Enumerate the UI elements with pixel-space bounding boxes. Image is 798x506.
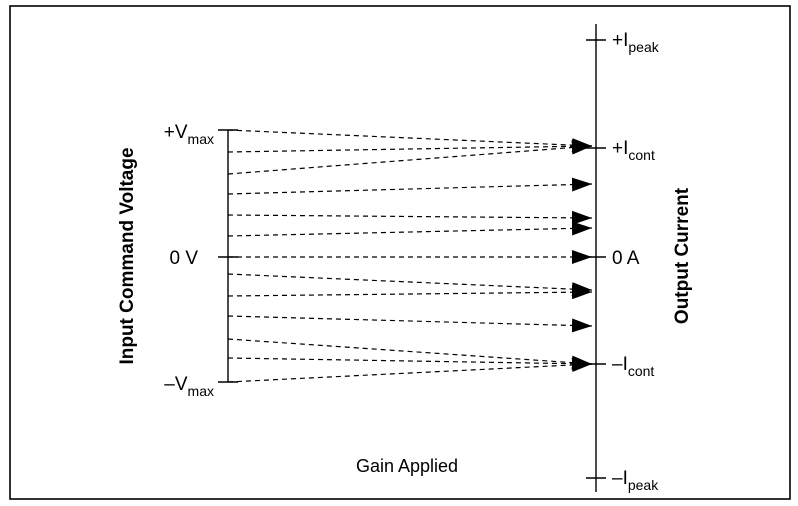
mapping-arrow <box>227 210 593 225</box>
mapping-arrow <box>227 129 593 153</box>
vmax-label: +Vmax <box>164 122 214 147</box>
mapping-arrow <box>227 357 593 383</box>
mapping-arrow <box>227 273 593 297</box>
neg-vmax-label: –Vmax <box>164 374 214 399</box>
input-command-voltage-title: Input Command Voltage <box>117 147 138 364</box>
mapping-arrow <box>227 140 593 175</box>
gain-mapping-arrows <box>227 129 593 383</box>
diagram-frame <box>9 5 791 500</box>
zero-a-label: 0 A <box>612 248 640 269</box>
ipeak-pos-label: +Ipeak <box>612 30 660 55</box>
mapping-arrow <box>227 221 593 237</box>
mapping-arrow <box>227 338 593 370</box>
ipeak-neg-label: –Ipeak <box>612 468 659 493</box>
mapping-arrow <box>227 356 593 371</box>
icont-neg-label: –Icont <box>612 354 654 379</box>
mapping-arrow <box>227 315 593 333</box>
mapping-arrow <box>227 139 593 154</box>
zero-v-label: 0 V <box>169 248 198 269</box>
mapping-arrow <box>227 285 593 300</box>
output-current-axis <box>586 24 606 492</box>
mapping-arrow <box>227 177 593 195</box>
icont-pos-label: +Icont <box>612 138 655 163</box>
gain-applied-caption: Gain Applied <box>356 456 458 476</box>
input-voltage-axis <box>218 129 238 383</box>
output-current-title: Output Current <box>672 187 693 324</box>
